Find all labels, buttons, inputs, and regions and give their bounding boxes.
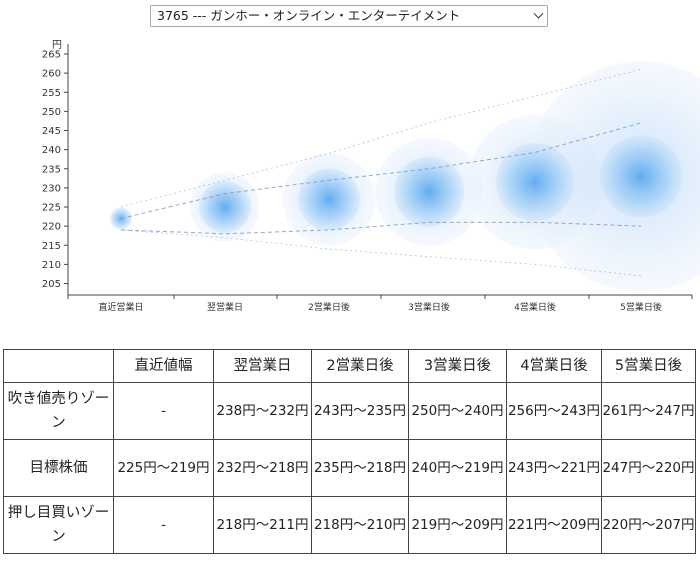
- y-tick-label: 215: [42, 241, 61, 252]
- row-label: 吹き値売りゾーン: [3, 382, 114, 440]
- table-cell: 218円～210円: [311, 496, 409, 554]
- bubble-target-core: [600, 135, 682, 218]
- table-row: 吹き値売りゾーン - 238円～232円 243円～235円 250円～240円…: [3, 382, 696, 440]
- bubble-target-core: [298, 168, 360, 231]
- table-cell: 250円～240円: [408, 382, 507, 440]
- table-cell: 243円～235円: [311, 382, 409, 440]
- y-tick-label: 210: [42, 260, 61, 271]
- x-tick-label: 直近営業日: [98, 301, 143, 313]
- y-tick-label: 250: [42, 107, 61, 118]
- table-cell: 218円～211円: [213, 496, 312, 554]
- x-tick-label: 4営業日後: [514, 301, 556, 313]
- table-cell: 232円～218円: [213, 439, 312, 497]
- y-tick-label: 240: [42, 145, 61, 156]
- column-header: 直近値幅: [113, 349, 214, 383]
- stock-select-value: 3765 --- ガンホー・オンライン・エンターテイメント: [157, 8, 461, 23]
- upper-trend-line: [120, 122, 642, 219]
- column-header: 2営業日後: [311, 349, 409, 383]
- column-header: 3営業日後: [408, 349, 507, 383]
- table-row: 押し目買いゾーン - 218円～211円 218円～210円 219円～209円…: [3, 496, 696, 554]
- table-cell: 221円～209円: [506, 496, 602, 554]
- table-cell: -: [113, 382, 214, 440]
- forecast-bubble-chart: 円 205 210 215 220 225 230 235 240 245 250 255 260 265…: [42, 40, 700, 313]
- table-cell: -: [113, 496, 214, 554]
- y-tick-label: 235: [42, 164, 61, 175]
- table-cell: 238円～232円: [213, 382, 312, 440]
- table-cell: 240円～219円: [408, 439, 507, 497]
- table-row: 目標株価 225円～219円 232円～218円 235円～218円 240円～…: [3, 439, 696, 497]
- x-tick-label: 2営業日後: [308, 301, 350, 313]
- x-tick-label: 5営業日後: [620, 301, 662, 313]
- table-cell: 247円～220円: [601, 439, 696, 497]
- row-label: 目標株価: [3, 439, 114, 497]
- table-cell: 225円～219円: [113, 439, 214, 497]
- column-header: [3, 349, 114, 383]
- y-tick-label: 230: [42, 183, 61, 194]
- table-cell: 219円～209円: [408, 496, 507, 554]
- stock-select[interactable]: 3765 --- ガンホー・オンライン・エンターテイメント: [150, 5, 548, 27]
- x-tick-label: 翌営業日: [207, 301, 243, 313]
- upper-outer-trend-line: [120, 68, 642, 208]
- y-tick-label: 265: [42, 50, 61, 61]
- bubble-target-core: [394, 156, 464, 227]
- y-tick-label: 255: [42, 88, 61, 99]
- row-label: 押し目買いゾーン: [3, 496, 114, 554]
- y-tick-label: 220: [42, 222, 61, 233]
- chevron-down-icon: [533, 8, 544, 19]
- y-tick-label: 225: [42, 203, 61, 214]
- table-cell: 243円～221円: [506, 439, 602, 497]
- table-cell: 261円～247円: [601, 382, 696, 440]
- forecast-table: 直近値幅 翌営業日 2営業日後 3営業日後 4営業日後 5営業日後 吹き値売りゾ…: [3, 349, 696, 554]
- x-tick-label: 3営業日後: [408, 301, 450, 313]
- column-header: 4営業日後: [506, 349, 602, 383]
- table-cell: 235円～218円: [311, 439, 409, 497]
- bubble-target-core: [496, 143, 574, 222]
- y-tick-label: 205: [42, 279, 61, 290]
- y-tick-label: 260: [42, 69, 61, 80]
- lower-outer-trend-line: [120, 229, 642, 277]
- table-cell: 256円～243円: [506, 382, 602, 440]
- column-header: 5営業日後: [601, 349, 696, 383]
- bubble-target-core: [199, 181, 251, 234]
- y-tick-label: 245: [42, 126, 61, 137]
- y-axis-unit-label: 円: [52, 40, 62, 51]
- table-header-row: 直近値幅 翌営業日 2営業日後 3営業日後 4営業日後 5営業日後: [3, 349, 696, 383]
- table-cell: 220円～207円: [601, 496, 696, 554]
- column-header: 翌営業日: [213, 349, 312, 383]
- lower-trend-line: [120, 221, 642, 235]
